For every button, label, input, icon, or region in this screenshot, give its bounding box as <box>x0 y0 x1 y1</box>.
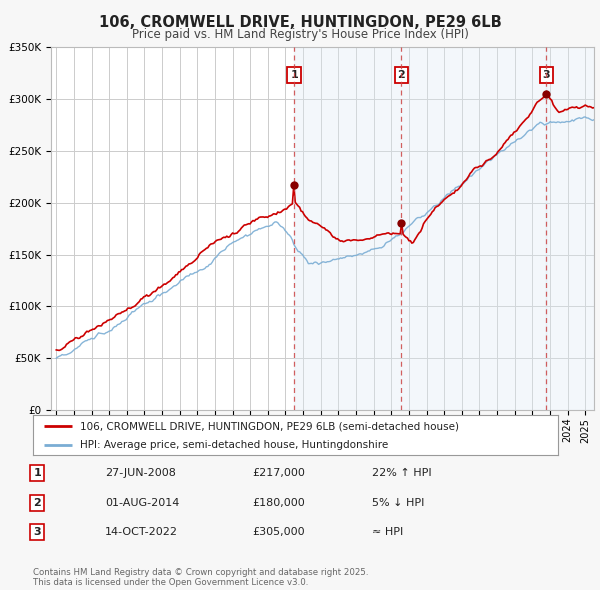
Bar <box>294 47 546 410</box>
Text: HPI: Average price, semi-detached house, Huntingdonshire: HPI: Average price, semi-detached house,… <box>80 440 389 450</box>
Text: Contains HM Land Registry data © Crown copyright and database right 2025.
This d: Contains HM Land Registry data © Crown c… <box>33 568 368 587</box>
Bar <box>546 47 594 410</box>
Text: 106, CROMWELL DRIVE, HUNTINGDON, PE29 6LB: 106, CROMWELL DRIVE, HUNTINGDON, PE29 6L… <box>98 15 502 30</box>
Text: £217,000: £217,000 <box>252 468 305 478</box>
Text: 27-JUN-2008: 27-JUN-2008 <box>105 468 176 478</box>
Text: 1: 1 <box>34 468 41 478</box>
Text: £305,000: £305,000 <box>252 527 305 537</box>
Text: 1: 1 <box>290 70 298 80</box>
Text: 5% ↓ HPI: 5% ↓ HPI <box>372 498 424 507</box>
Text: 2: 2 <box>398 70 406 80</box>
Text: 01-AUG-2014: 01-AUG-2014 <box>105 498 179 507</box>
Text: 22% ↑ HPI: 22% ↑ HPI <box>372 468 431 478</box>
Text: 14-OCT-2022: 14-OCT-2022 <box>105 527 178 537</box>
Text: 106, CROMWELL DRIVE, HUNTINGDON, PE29 6LB (semi-detached house): 106, CROMWELL DRIVE, HUNTINGDON, PE29 6L… <box>80 421 459 431</box>
Text: ≈ HPI: ≈ HPI <box>372 527 403 537</box>
Text: £180,000: £180,000 <box>252 498 305 507</box>
Text: 3: 3 <box>542 70 550 80</box>
Text: 3: 3 <box>34 527 41 537</box>
Text: 2: 2 <box>34 498 41 507</box>
Text: Price paid vs. HM Land Registry's House Price Index (HPI): Price paid vs. HM Land Registry's House … <box>131 28 469 41</box>
